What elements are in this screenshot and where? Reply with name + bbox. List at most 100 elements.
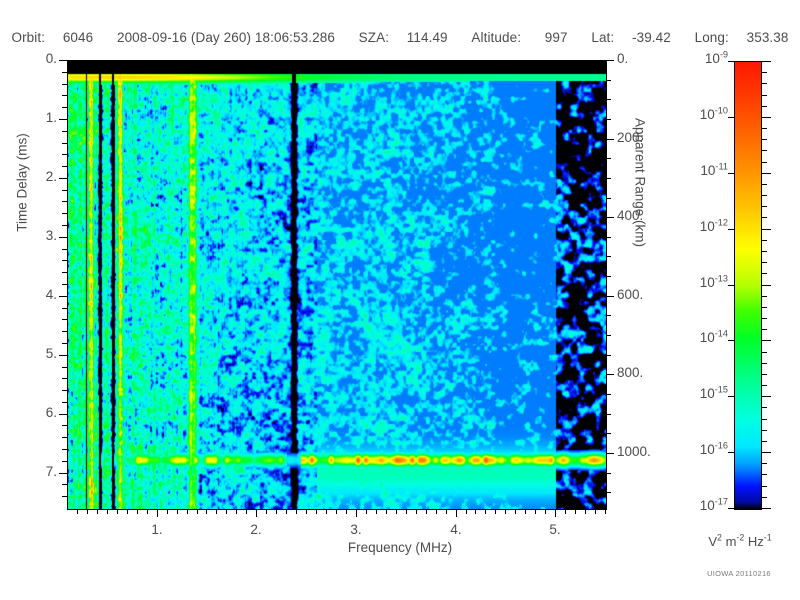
tick-mark <box>416 509 417 514</box>
units-v-exp: 2 <box>717 532 722 543</box>
right-tick-label: 0. <box>617 51 629 66</box>
tick-mark <box>147 509 148 514</box>
tick-mark <box>606 60 614 61</box>
colorbar-tick-exponent: -9 <box>719 49 728 60</box>
tick-mark <box>226 509 227 514</box>
tick-mark <box>762 407 767 408</box>
tick-mark <box>762 441 767 442</box>
latitude-label: Lat: <box>591 30 615 45</box>
tick-mark <box>396 509 397 514</box>
tick-mark <box>62 72 67 73</box>
colorbar-tick-mantissa: 10 <box>699 330 715 345</box>
orbit-label: Orbit: <box>11 30 46 45</box>
tick-mark <box>762 173 771 174</box>
tick-mark <box>606 178 611 179</box>
tick-mark <box>606 492 611 493</box>
tick-mark <box>177 509 178 514</box>
tick-mark <box>446 509 447 514</box>
longitude-value: 353.38 <box>746 30 789 45</box>
tick-mark <box>62 484 67 485</box>
tick-mark <box>436 509 437 514</box>
tick-mark <box>728 117 734 118</box>
tick-mark <box>762 474 767 475</box>
tick-mark <box>386 509 387 514</box>
tick-mark <box>606 158 611 159</box>
tick-mark <box>336 509 337 514</box>
tick-mark <box>555 509 556 517</box>
latitude-value: -39.42 <box>631 30 671 45</box>
tick-mark <box>62 190 67 191</box>
tick-mark <box>466 509 467 514</box>
ionogram-plot-frame <box>67 60 607 510</box>
tick-mark <box>376 509 377 514</box>
colorbar-tick-exponent: -17 <box>714 496 728 507</box>
tick-mark <box>296 509 297 514</box>
tick-mark <box>762 128 767 129</box>
tick-mark <box>97 509 98 514</box>
tick-mark <box>762 139 767 140</box>
tick-mark <box>495 509 496 514</box>
colorbar <box>734 61 762 510</box>
tick-mark <box>62 131 67 132</box>
tick-mark <box>762 262 767 263</box>
tick-mark <box>762 273 767 274</box>
colorbar-tick-mantissa: 10 <box>699 107 715 122</box>
tick-mark <box>62 367 67 368</box>
tick-mark <box>606 256 611 257</box>
colorbar-tick-label: 10-12 <box>666 218 728 234</box>
tick-mark <box>62 143 67 144</box>
left-tick-label: 7. <box>45 464 57 479</box>
colorbar-units-label: V2 m-2 Hz-1 <box>680 532 800 549</box>
tick-mark <box>606 315 611 316</box>
tick-mark <box>62 95 67 96</box>
tick-mark <box>606 296 614 297</box>
tick-mark <box>762 497 767 498</box>
tick-mark <box>762 61 771 62</box>
units-m: m <box>721 534 737 549</box>
tick-mark <box>728 508 734 509</box>
tick-mark <box>535 509 536 514</box>
tick-mark <box>62 437 67 438</box>
tick-mark <box>762 363 767 364</box>
tick-mark <box>762 318 767 319</box>
units-hz: Hz <box>744 534 764 549</box>
right-tick-label: 1000. <box>617 444 651 459</box>
colorbar-tick-label: 10-16 <box>666 441 728 457</box>
tick-mark <box>62 260 67 261</box>
tick-mark <box>216 509 217 514</box>
tick-mark <box>62 225 67 226</box>
tick-mark <box>62 378 67 379</box>
tick-mark <box>606 433 611 434</box>
tick-mark <box>62 249 67 250</box>
tick-mark <box>62 461 67 462</box>
tick-mark <box>505 509 506 514</box>
tick-mark <box>356 509 357 517</box>
right-tick-label: 200. <box>617 130 644 145</box>
tick-mark <box>485 509 486 514</box>
tick-mark <box>762 452 771 453</box>
colorbar-tick-exponent: -10 <box>714 105 728 116</box>
tick-mark <box>606 414 611 415</box>
tick-mark <box>728 61 734 62</box>
colorbar-tick-mantissa: 10 <box>704 51 720 66</box>
sza-label: SZA: <box>358 30 390 45</box>
tick-mark <box>62 284 67 285</box>
tick-mark <box>316 509 317 514</box>
tick-mark <box>606 355 611 356</box>
tick-mark <box>762 229 771 230</box>
left-tick-label: 1. <box>45 110 57 125</box>
tick-mark <box>728 229 734 230</box>
tick-mark <box>475 509 476 514</box>
tick-mark <box>59 178 67 179</box>
tick-mark <box>137 509 138 514</box>
tick-mark <box>59 237 67 238</box>
tick-mark <box>585 509 586 514</box>
tick-mark <box>197 509 198 514</box>
tick-mark <box>62 496 67 497</box>
tick-mark <box>62 107 67 108</box>
tick-mark <box>62 449 67 450</box>
tick-mark <box>762 150 767 151</box>
tick-mark <box>59 473 67 474</box>
right-tick-label: 800. <box>617 365 644 380</box>
tick-mark <box>728 452 734 453</box>
